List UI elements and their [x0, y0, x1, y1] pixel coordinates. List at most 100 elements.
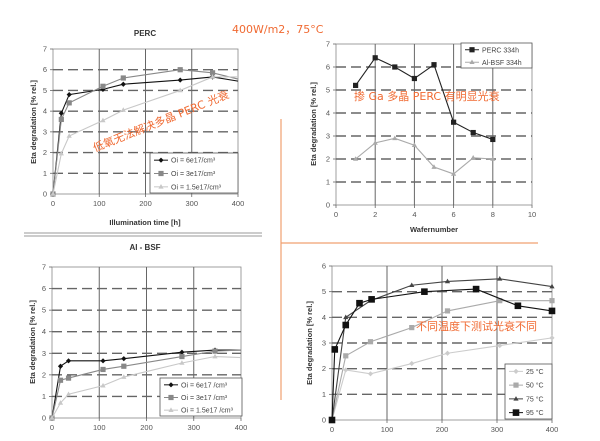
- data-point: [121, 374, 127, 379]
- data-point: [65, 375, 72, 381]
- data-point: [121, 356, 127, 362]
- data-point: [431, 62, 437, 68]
- data-point: [57, 363, 64, 369]
- tick-label-y: 6: [42, 284, 46, 293]
- data-point: [66, 133, 72, 138]
- tick-label-y: 2: [43, 148, 47, 157]
- tick-label-y: 3: [43, 127, 47, 136]
- tick-label-y: 5: [43, 86, 47, 95]
- y-axis-label: Eta degradation [% rel.]: [28, 300, 37, 384]
- legend-label: Oi = 1.5e17 /cm³: [181, 408, 234, 415]
- legend-label: Oi = 3e17 /cm³: [181, 395, 228, 402]
- data-point: [343, 353, 349, 359]
- tick-label-x: 8: [491, 210, 495, 219]
- y-axis-label: Eta degradation [% rel.]: [29, 80, 38, 164]
- data-point: [58, 110, 64, 116]
- tick-label-y: 1: [42, 392, 46, 401]
- data-point: [177, 87, 183, 93]
- chart-annotation: 不同温度下测试光衰不同: [416, 319, 537, 333]
- legend-marker: [513, 396, 519, 401]
- tick-label-x: 0: [330, 425, 334, 434]
- legend-label: 25 °C: [526, 368, 544, 376]
- legend-label: 50 °C: [526, 382, 544, 390]
- data-point: [409, 282, 415, 288]
- data-point: [409, 360, 415, 367]
- data-point: [120, 75, 126, 81]
- data-point: [66, 100, 72, 106]
- data-point: [372, 55, 378, 61]
- tick-label-y: 4: [322, 313, 326, 322]
- legend-marker: [513, 382, 519, 388]
- data-point: [212, 348, 218, 354]
- tick-label-y: 0: [326, 201, 330, 210]
- data-point: [100, 366, 106, 373]
- tick-label-y: 5: [322, 287, 326, 296]
- data-point: [353, 82, 359, 88]
- tick-label-x: 0: [50, 423, 54, 432]
- tick-label-x: 2: [373, 210, 377, 219]
- data-point: [409, 325, 415, 331]
- tick-label-y: 1: [326, 178, 330, 187]
- y-axis-label: Eta degradation [% rel.]: [309, 82, 318, 166]
- tick-label-x: 300: [187, 423, 200, 432]
- tick-label-y: 1: [322, 390, 326, 399]
- tick-label-y: 4: [43, 107, 47, 116]
- tick-label-y: 7: [42, 263, 46, 272]
- data-point: [177, 77, 183, 83]
- data-point: [372, 140, 378, 145]
- data-point: [472, 285, 480, 293]
- tick-label-y: 6: [326, 63, 330, 72]
- data-point: [328, 416, 336, 424]
- series-line: [355, 137, 493, 175]
- data-point: [421, 288, 428, 295]
- data-point: [497, 276, 503, 281]
- data-point: [179, 360, 185, 365]
- tick-label-x: 100: [381, 425, 394, 434]
- y-axis-label: Eta degradation [% rel.]: [305, 301, 314, 385]
- data-point: [470, 129, 476, 136]
- data-point: [451, 171, 457, 176]
- data-point: [121, 363, 127, 369]
- data-point: [411, 142, 417, 147]
- legend-marker: [158, 170, 164, 177]
- data-point: [367, 371, 374, 377]
- data-point: [549, 283, 555, 289]
- plot-area: [335, 43, 533, 206]
- data-point: [353, 156, 359, 161]
- legend-marker: [168, 407, 174, 412]
- tick-label-y: 5: [326, 86, 330, 95]
- data-point: [66, 91, 72, 98]
- tick-label-x: 400: [235, 423, 248, 432]
- series-line: [355, 57, 493, 140]
- legend-marker: [158, 184, 164, 189]
- legend-marker: [469, 59, 475, 65]
- tick-label-x: 10: [528, 210, 536, 219]
- x-axis-label: Wafernumber: [410, 225, 458, 234]
- data-point: [343, 314, 349, 320]
- legend-label: Oi = 1.5e17/cm³: [171, 184, 222, 191]
- data-point: [470, 155, 476, 160]
- tick-label-x: 200: [140, 423, 153, 432]
- tick-label-y: 4: [326, 109, 330, 118]
- data-point: [490, 156, 496, 161]
- data-point: [212, 353, 218, 359]
- tick-label-y: 4: [42, 327, 46, 336]
- legend-marker: [469, 47, 475, 53]
- tick-label-y: 0: [42, 414, 46, 423]
- tick-label-y: 7: [326, 40, 330, 49]
- legend-label: Al-BSF 334h: [482, 60, 522, 67]
- chart-wafer: 0 1 2 3 4 5 6 7 0 2 4 6 8 10 Wafernumber Eta degradatio…: [309, 40, 536, 235]
- data-point: [497, 298, 503, 304]
- data-point: [497, 342, 503, 349]
- data-point: [444, 278, 451, 284]
- chart-annotation: 掺 Ga 多晶 PERC 有明显光衰: [354, 89, 500, 103]
- tick-label-x: 400: [232, 199, 245, 208]
- series-line: [52, 76, 238, 195]
- data-point: [120, 81, 126, 87]
- data-point: [331, 346, 339, 353]
- data-point: [490, 136, 496, 143]
- x-axis-label: Illumination time [h]: [109, 218, 181, 227]
- data-point: [209, 74, 216, 79]
- data-point: [368, 296, 375, 303]
